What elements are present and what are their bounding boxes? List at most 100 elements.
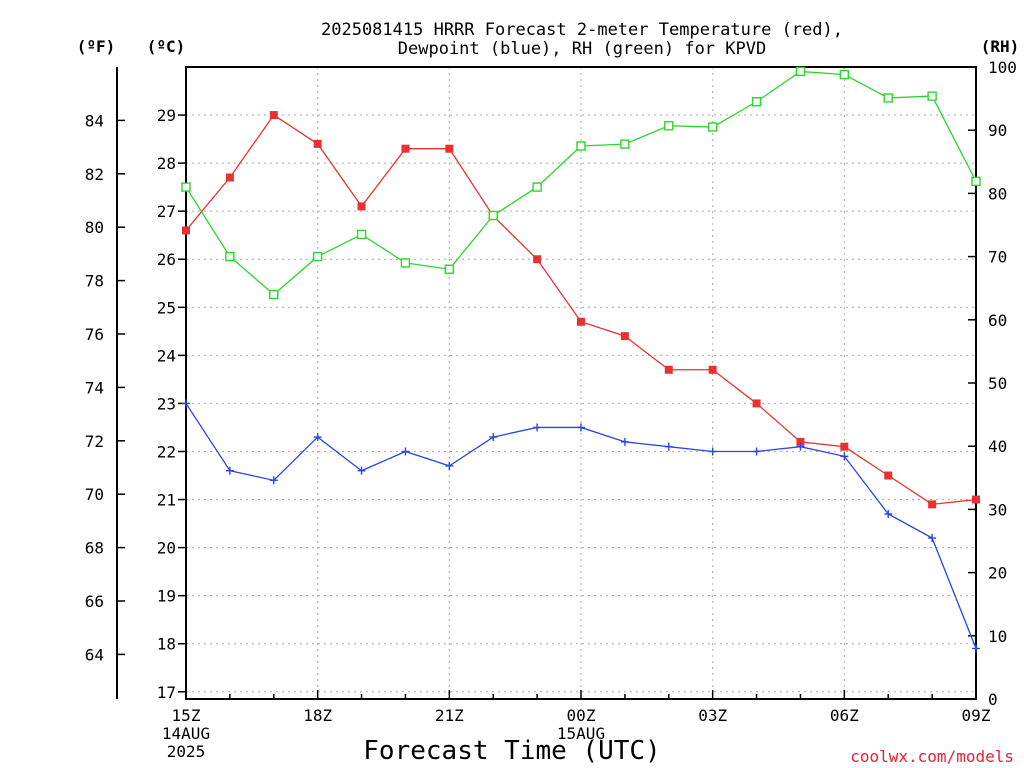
dewpoint-point bbox=[664, 442, 673, 451]
rh-point bbox=[576, 141, 586, 151]
rh-point bbox=[532, 182, 542, 192]
temperature-point bbox=[972, 495, 980, 504]
dewpoint-point bbox=[225, 466, 234, 475]
celsius-tick-label: 19 bbox=[157, 587, 176, 606]
rh-point bbox=[269, 289, 279, 300]
dewpoint-point bbox=[972, 644, 980, 653]
dewpoint-point bbox=[620, 437, 629, 446]
temperature-point bbox=[620, 332, 629, 341]
celsius-tick-label: 25 bbox=[157, 298, 176, 317]
x-axis-label: Forecast Time (UTC) bbox=[363, 736, 660, 766]
celsius-tick-label: 21 bbox=[157, 491, 176, 510]
rh-unit-label: (RH) bbox=[981, 37, 1020, 56]
rh-tick-label: 70 bbox=[988, 248, 1007, 267]
fahrenheit-tick-label: 76 bbox=[85, 325, 104, 344]
rh-tick-label: 30 bbox=[988, 500, 1007, 519]
x-tick-label: 2025 bbox=[167, 742, 206, 761]
rh-tick-label: 40 bbox=[988, 437, 1007, 456]
rh-point bbox=[620, 139, 630, 149]
dewpoint-point bbox=[533, 423, 542, 432]
axes bbox=[116, 66, 977, 700]
rh-point bbox=[883, 93, 893, 103]
temperature-point bbox=[752, 399, 761, 408]
rh-tick-label: 100 bbox=[988, 58, 1017, 77]
rh-point bbox=[312, 251, 323, 262]
x-tick-label: 14AUG bbox=[162, 724, 210, 743]
x-tick-label: 00Z bbox=[567, 706, 596, 725]
x-tick-label: 06Z bbox=[830, 706, 859, 725]
temperature-point bbox=[928, 500, 937, 509]
fahrenheit-tick-label: 72 bbox=[85, 432, 104, 451]
rh-tick-label: 50 bbox=[988, 374, 1007, 393]
rh-point bbox=[927, 91, 937, 101]
dewpoint-point bbox=[708, 447, 717, 456]
plot-frame bbox=[185, 66, 977, 700]
dewpoint-point bbox=[401, 447, 410, 456]
x-tick-label: 15Z bbox=[172, 706, 201, 725]
temperature-point bbox=[269, 111, 278, 120]
credit-link[interactable]: coolwx.com/models bbox=[850, 747, 1014, 766]
rh-point bbox=[707, 122, 718, 132]
temperature-point bbox=[225, 173, 234, 182]
temperature-point bbox=[445, 144, 454, 153]
rh-point bbox=[664, 121, 674, 131]
temperature-point bbox=[664, 365, 673, 374]
celsius-unit-label: (ºC) bbox=[147, 37, 186, 56]
x-tick-label: 09Z bbox=[962, 706, 991, 725]
dewpoint-point bbox=[884, 509, 893, 518]
celsius-tick-label: 18 bbox=[157, 635, 176, 654]
rh-point bbox=[751, 97, 762, 107]
dewpoint-point bbox=[577, 423, 585, 432]
fahrenheit-tick-label: 70 bbox=[85, 485, 104, 504]
fahrenheit-tick-label: 82 bbox=[85, 165, 104, 184]
grid-lines bbox=[186, 67, 976, 699]
temperature-point bbox=[840, 442, 849, 451]
temperature-point bbox=[884, 471, 893, 480]
rh-point bbox=[225, 251, 235, 262]
celsius-tick-label: 20 bbox=[157, 539, 176, 558]
dewpoint-point bbox=[752, 447, 761, 456]
dewpoint-point bbox=[313, 433, 322, 442]
fahrenheit-tick-label: 84 bbox=[85, 111, 104, 130]
rh-point bbox=[400, 258, 411, 268]
tick-labels: 17 18 19 20 21 22 23 24 25 26 27 28 29 64 66 68 70 72 74 76… bbox=[85, 58, 1017, 761]
fahrenheit-tick-label: 64 bbox=[85, 645, 104, 664]
temperature-point bbox=[708, 365, 717, 374]
fahrenheit-tick-label: 74 bbox=[85, 378, 104, 397]
dewpoint-point bbox=[928, 533, 937, 542]
chart-title: 2025081415 HRRR Forecast 2-meter Tempera… bbox=[321, 20, 843, 40]
x-tick-label: 21Z bbox=[435, 706, 464, 725]
celsius-tick-label: 17 bbox=[157, 683, 176, 702]
fahrenheit-tick-label: 80 bbox=[85, 218, 104, 237]
chart-subtitle: Dewpoint (blue), RH (green) for KPVD bbox=[398, 39, 766, 59]
rh-point bbox=[488, 210, 498, 221]
celsius-tick-label: 27 bbox=[157, 202, 176, 221]
rh-point bbox=[444, 264, 455, 274]
rh-point bbox=[795, 66, 806, 77]
celsius-tick-label: 24 bbox=[157, 346, 176, 365]
temperature-point bbox=[533, 255, 542, 264]
rh-tick-label: 90 bbox=[988, 121, 1007, 140]
temperature-point bbox=[401, 144, 410, 153]
temperature-point bbox=[796, 437, 805, 446]
dewpoint-point bbox=[840, 452, 849, 461]
rh-point bbox=[839, 69, 850, 80]
x-tick-label: 15AUG bbox=[557, 724, 605, 743]
fahrenheit-tick-label: 66 bbox=[85, 592, 104, 611]
x-tick-label: 03Z bbox=[698, 706, 727, 725]
dewpoint-point bbox=[269, 476, 278, 485]
dewpoint-point bbox=[796, 442, 805, 451]
celsius-tick-label: 28 bbox=[157, 154, 176, 173]
fahrenheit-tick-label: 78 bbox=[85, 272, 104, 291]
celsius-tick-label: 29 bbox=[157, 106, 176, 125]
rh-tick-label: 80 bbox=[988, 184, 1007, 203]
rh-point bbox=[971, 176, 981, 187]
temperature-point bbox=[313, 139, 322, 148]
rh-tick-label: 10 bbox=[988, 627, 1007, 646]
rh-tick-label: 60 bbox=[988, 311, 1007, 330]
fahrenheit-unit-label: (ºF) bbox=[77, 37, 116, 56]
celsius-tick-label: 26 bbox=[157, 250, 176, 269]
rh-tick-label: 0 bbox=[988, 690, 998, 709]
x-tick-label: 18Z bbox=[303, 706, 332, 725]
celsius-tick-label: 22 bbox=[157, 442, 176, 461]
